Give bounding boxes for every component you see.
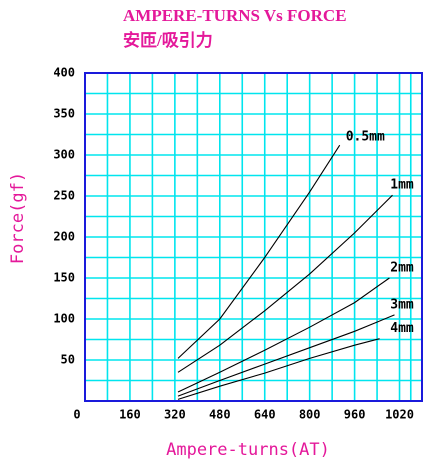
- x-tick-label: 960: [344, 408, 366, 422]
- series-line: [177, 277, 390, 393]
- x-tick-label: 640: [254, 408, 276, 422]
- y-tick-label: 400: [53, 66, 75, 80]
- plot-border: [84, 72, 423, 402]
- x-tick-label: 0: [73, 408, 80, 422]
- y-tick-label: 200: [53, 230, 75, 244]
- x-tick-label: 320: [164, 408, 186, 422]
- series-line: [177, 144, 341, 359]
- y-tick-label: 350: [53, 107, 75, 121]
- series-label: 3mm: [390, 297, 414, 312]
- series-line: [177, 338, 380, 400]
- x-tick-label: 800: [299, 408, 321, 422]
- y-tick-label: 50: [61, 353, 75, 367]
- series-label: 0.5mm: [346, 130, 385, 145]
- y-tick-label: 300: [53, 148, 75, 162]
- chart-subtitle: 安匝/吸引力: [123, 30, 213, 50]
- x-axis-label: Ampere-turns(AT): [166, 440, 330, 460]
- series-label: 1mm: [390, 178, 414, 193]
- series-line: [177, 194, 393, 373]
- y-axis-label: Force(gf): [8, 172, 28, 264]
- y-tick-label: 250: [53, 189, 75, 203]
- chart-title: AMPERE-TURNS Vs FORCE: [123, 6, 347, 25]
- x-tick-label: 1020: [385, 408, 414, 422]
- series-label: 2mm: [390, 261, 414, 276]
- x-tick-label: 480: [209, 408, 231, 422]
- y-tick-label: 150: [53, 271, 75, 285]
- x-tick-label: 160: [119, 408, 141, 422]
- series-line: [177, 314, 395, 397]
- series-label: 4mm: [390, 321, 414, 336]
- y-tick-label: 100: [53, 312, 75, 326]
